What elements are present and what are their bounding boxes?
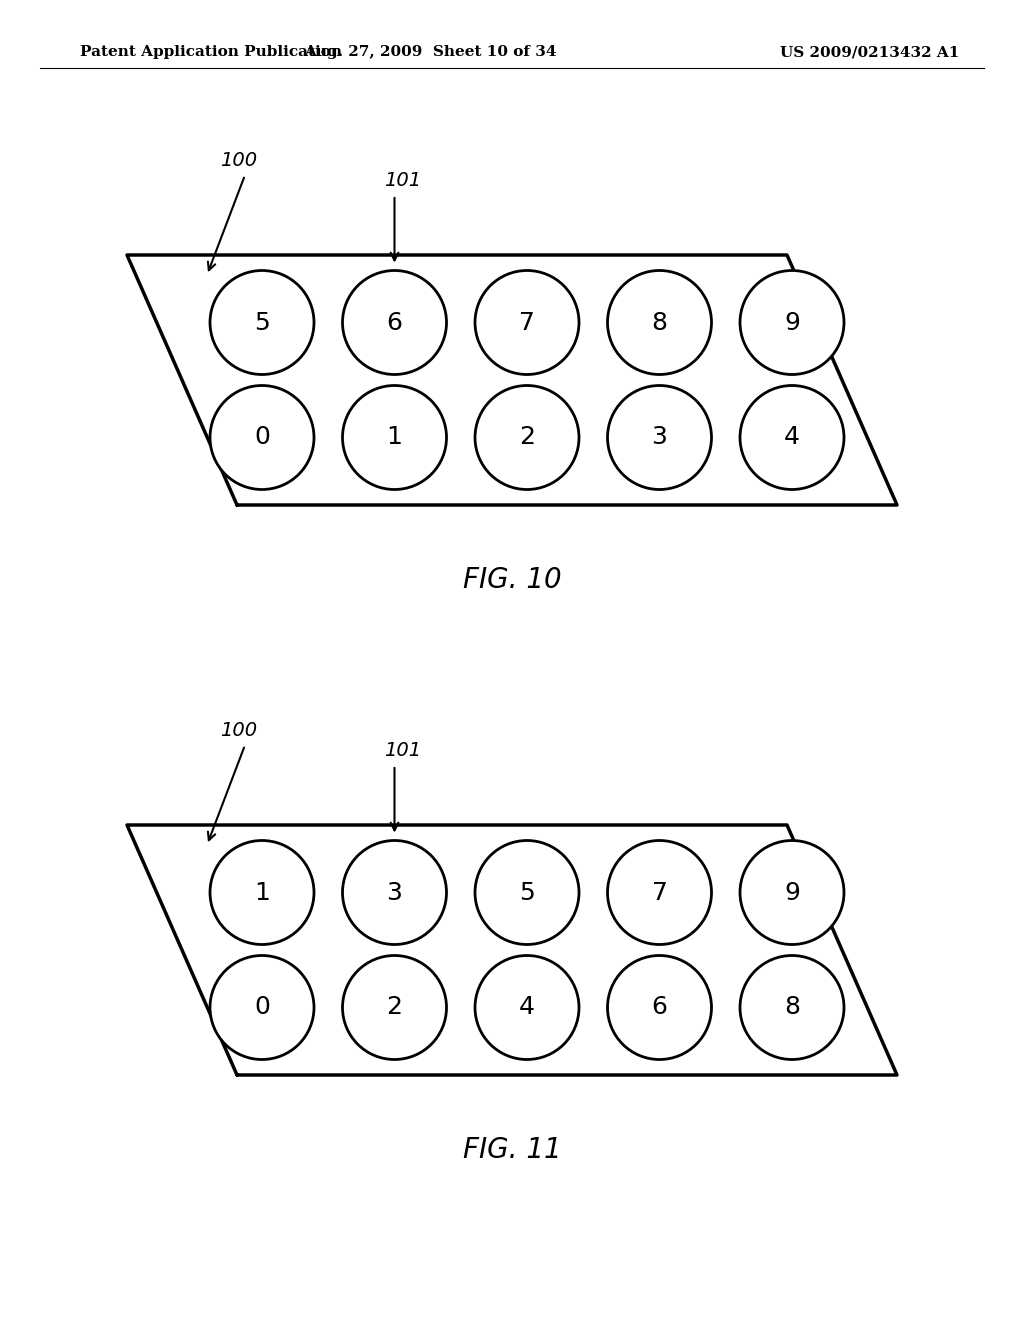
Circle shape [342,385,446,490]
Text: FIG. 10: FIG. 10 [463,566,561,594]
Circle shape [342,956,446,1060]
Circle shape [740,841,844,945]
Text: 6: 6 [651,995,668,1019]
Text: 8: 8 [784,995,800,1019]
Circle shape [475,271,579,375]
Circle shape [475,956,579,1060]
Text: 2: 2 [386,995,402,1019]
Text: 7: 7 [519,310,535,334]
Text: 5: 5 [254,310,270,334]
Text: 2: 2 [519,425,535,450]
Text: 101: 101 [384,741,422,759]
Circle shape [342,841,446,945]
Text: 5: 5 [519,880,535,904]
Text: 0: 0 [254,995,270,1019]
Circle shape [342,271,446,375]
Text: 4: 4 [519,995,535,1019]
Text: 101: 101 [384,170,422,190]
Text: 6: 6 [386,310,402,334]
Text: 7: 7 [651,880,668,904]
Circle shape [740,271,844,375]
Text: 1: 1 [254,880,270,904]
Text: 3: 3 [387,880,402,904]
Text: 9: 9 [784,880,800,904]
Text: 1: 1 [387,425,402,450]
Circle shape [210,385,314,490]
Circle shape [740,385,844,490]
Circle shape [210,271,314,375]
Circle shape [210,956,314,1060]
Circle shape [475,841,579,945]
Circle shape [607,271,712,375]
Text: 9: 9 [784,310,800,334]
Text: 100: 100 [220,721,257,739]
Text: 100: 100 [220,150,257,169]
Circle shape [607,841,712,945]
Text: 4: 4 [784,425,800,450]
Circle shape [210,841,314,945]
Circle shape [475,385,579,490]
Text: 8: 8 [651,310,668,334]
Text: Aug. 27, 2009  Sheet 10 of 34: Aug. 27, 2009 Sheet 10 of 34 [304,45,556,59]
Circle shape [740,956,844,1060]
Text: US 2009/0213432 A1: US 2009/0213432 A1 [780,45,959,59]
Text: 0: 0 [254,425,270,450]
Circle shape [607,956,712,1060]
Text: Patent Application Publication: Patent Application Publication [80,45,342,59]
Text: FIG. 11: FIG. 11 [463,1137,561,1164]
Circle shape [607,385,712,490]
Text: 3: 3 [651,425,668,450]
